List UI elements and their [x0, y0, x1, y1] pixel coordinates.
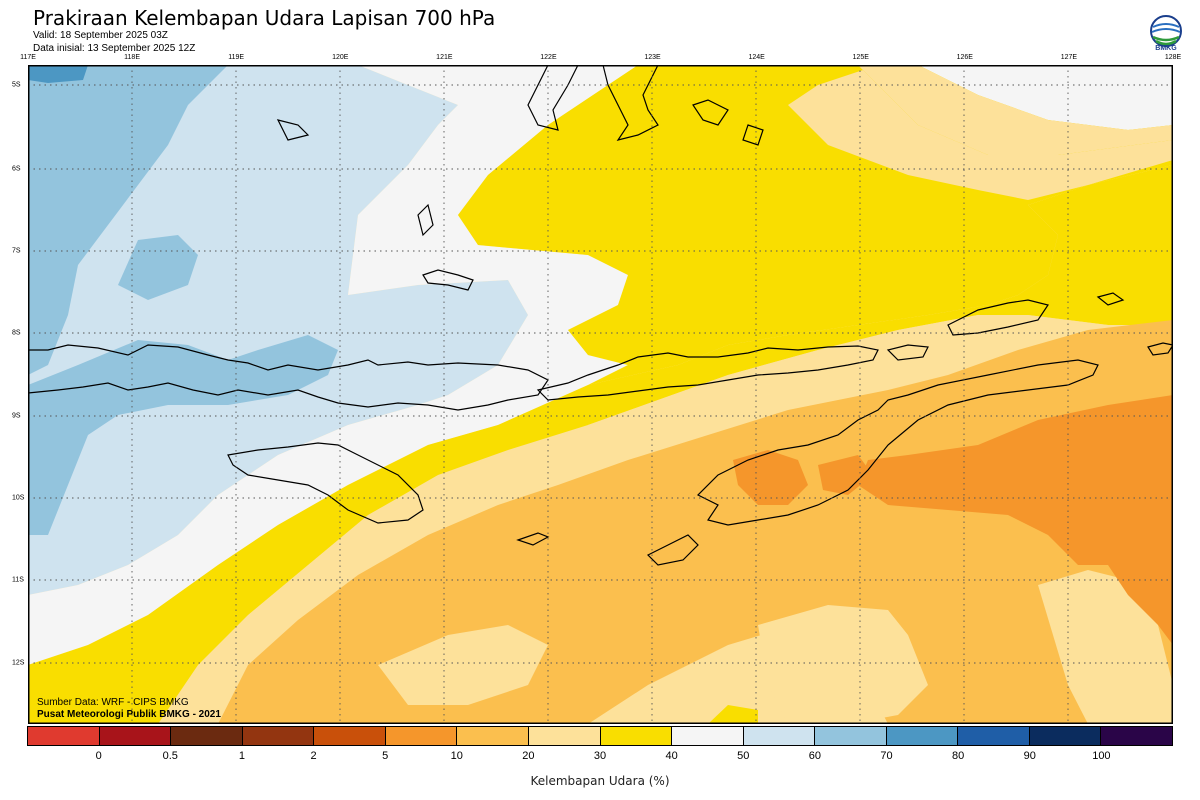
init-time: Data inisial: 13 September 2025 12Z: [33, 43, 196, 54]
zone-30-40: [588, 315, 1173, 435]
zone-40-50: [28, 165, 1173, 724]
island-sawu: [516, 532, 550, 546]
longitude-label: 125E: [852, 54, 869, 61]
longitude-label: 121E: [436, 54, 453, 61]
colorbar-segment: [886, 727, 959, 745]
zone-60-70: [28, 65, 528, 595]
colorbar-tick-label: 100: [1092, 750, 1111, 762]
colorbar-segment: [743, 727, 816, 745]
colorbar-segment: [528, 727, 601, 745]
colorbar-tick-label: 0.5: [162, 750, 178, 762]
colorbar-segment: [28, 727, 100, 745]
colorbar-tick-label: 60: [808, 750, 821, 762]
colorbar-segment: [99, 727, 172, 745]
zone-70-80: [28, 65, 228, 375]
longitude-label: 117E: [20, 54, 36, 61]
zone-10-20: [858, 395, 1173, 645]
latitude-label: 5S: [12, 81, 21, 89]
zone-50-60: [28, 65, 638, 665]
zone-50-60: [918, 65, 1173, 130]
colorbar-segment: [815, 727, 887, 745]
island-southeast-sulawesi: [527, 65, 579, 131]
colorbar-tick-label: 0: [95, 750, 102, 762]
zone-30-40: [758, 605, 928, 724]
data-source: Sumber Data: WRF - CIPS BMKG: [37, 697, 189, 708]
map-title: Prakiraan Kelembapan Udara Lapisan 700 h…: [33, 6, 496, 30]
longitude-label: 124E: [748, 54, 765, 61]
colorbar-segment: [958, 727, 1030, 745]
island-selayar: [417, 203, 434, 237]
island-babar: [1096, 292, 1125, 306]
logo-text: BMKG: [1155, 45, 1177, 52]
zone-40-50: [708, 705, 758, 724]
colorbar-segment: [457, 727, 529, 745]
latitude-label: 10S: [12, 494, 25, 502]
colorbar-segment: [314, 727, 386, 745]
longitude-label: 128E: [1164, 54, 1182, 61]
colorbar-segment: [1029, 727, 1102, 745]
colorbar-segment: [171, 727, 243, 745]
longitude-label: 120E: [332, 54, 349, 61]
colorbar-tick-label: 5: [382, 750, 389, 762]
map-frame: [28, 65, 1173, 724]
longitude-label: 123E: [644, 54, 661, 61]
zone-30-40: [858, 65, 1173, 155]
colorbar-tick-label: 10: [450, 750, 463, 762]
island-kepulauan: [276, 119, 310, 141]
latitude-label: 9S: [12, 412, 21, 420]
longitude-label: 127E: [1060, 54, 1078, 61]
island-alor: [886, 344, 929, 361]
island-buton: [692, 99, 729, 126]
zone-10-20: [818, 455, 873, 495]
island-wakatobi: [742, 124, 764, 146]
colorbar-tick-label: 50: [737, 750, 750, 762]
zone-10-20: [733, 450, 808, 505]
zone-20-30: [218, 320, 1173, 724]
colorbar-tick-label: 1: [238, 750, 245, 762]
island-wetar: [947, 299, 1049, 336]
colorbar-tick-label: 30: [593, 750, 607, 762]
zone-30-40: [378, 625, 548, 705]
colorbar-segment: [385, 727, 458, 745]
latitude-label: 12S: [12, 659, 25, 667]
colorbar-tick-label: 40: [665, 750, 678, 762]
bmkg-logo-icon: [1150, 15, 1182, 47]
colorbar-segment: [672, 727, 744, 745]
colorbar-segment: [1101, 727, 1172, 745]
colorbar-tick-label: 20: [522, 750, 535, 762]
lat-lon-grid: [28, 65, 1173, 724]
humidity-map: [28, 65, 1173, 724]
island-rote: [646, 534, 699, 566]
coastlines: [28, 65, 1173, 566]
longitude-label: 126E: [956, 54, 973, 61]
zone-80-90: [28, 65, 88, 83]
island-lesser: [422, 269, 474, 291]
publisher: Pusat Meteorologi Publik BMKG - 2021: [37, 709, 221, 720]
zone-70-80: [28, 335, 338, 535]
colorbar-segment: [600, 727, 673, 745]
island-sulawesi: [602, 65, 659, 141]
island-leti: [1147, 342, 1173, 356]
colorbar-tick-label: 90: [1023, 750, 1036, 762]
longitude-label: 119E: [228, 54, 245, 61]
latitude-label: 11S: [12, 576, 24, 584]
zone-30-40: [1038, 570, 1173, 724]
colorbar-tick-label: 2: [310, 750, 317, 762]
colorbar-tick-label: 70: [880, 750, 893, 762]
latitude-label: 8S: [12, 329, 21, 337]
valid-time: Valid: 18 September 2025 03Z: [33, 30, 168, 41]
colorbar: [27, 726, 1173, 746]
colorbar-segment: [242, 727, 315, 745]
island-flores: [536, 345, 879, 401]
latitude-label: 6S: [12, 165, 21, 173]
latitude-label: 7S: [12, 247, 21, 255]
longitude-label: 122E: [540, 54, 557, 61]
colorbar-tick-label: 80: [952, 750, 965, 762]
colorbar-title: Kelembapan Udara (%): [530, 774, 670, 788]
longitude-label: 118E: [124, 54, 140, 61]
island-sumba: [227, 442, 424, 524]
